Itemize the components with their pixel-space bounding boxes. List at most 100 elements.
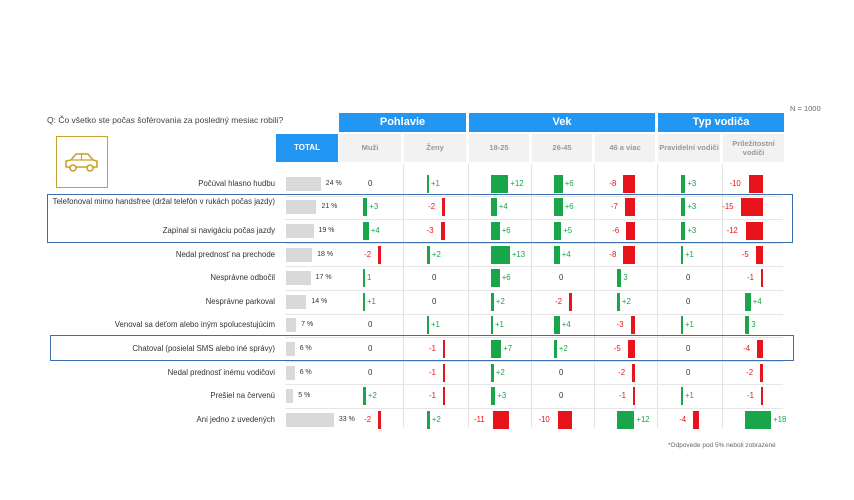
diff-value: -4	[679, 414, 687, 424]
diff-value: +1	[495, 320, 504, 330]
diff-value: +6	[501, 226, 511, 235]
row-label: Telefonoval mimo handsfree (držal telefó…	[52, 197, 275, 207]
diff-value: +1	[685, 391, 694, 401]
total-bar	[286, 224, 314, 238]
positive-diff-bar	[491, 269, 500, 288]
diff-value: -2	[555, 296, 563, 306]
column-separator	[403, 164, 404, 428]
total-bar	[286, 412, 334, 427]
row-label: Venoval sa deťom alebo iným spolucestujú…	[114, 320, 275, 330]
diff-value: 0	[559, 273, 564, 283]
negative-diff-bar	[748, 174, 763, 193]
diff-value: -2	[618, 367, 626, 377]
diff-value: -6	[612, 226, 620, 235]
total-bar	[286, 389, 293, 404]
total-value: 14 %	[311, 297, 328, 305]
column-separator	[468, 164, 469, 428]
highlight-box	[50, 335, 794, 361]
car-icon	[65, 153, 98, 172]
diff-value: -8	[609, 249, 617, 259]
row-divider	[285, 242, 783, 244]
total-value: 33 %	[338, 415, 355, 423]
positive-diff-bar	[491, 174, 509, 193]
diff-value: -1	[429, 367, 436, 377]
positive-diff-bar	[554, 198, 563, 217]
diff-value: -1	[747, 391, 754, 401]
column-separator	[722, 164, 723, 428]
total-header: TOTAL	[276, 134, 338, 162]
positive-diff-bar	[363, 387, 366, 406]
diff-value: +3	[687, 202, 697, 212]
diff-value: +2	[495, 367, 505, 377]
diff-value: +12	[636, 414, 650, 424]
diff-value: -3	[616, 320, 624, 330]
subheader-occasional-drivers: Príležitostní vodiči	[723, 134, 784, 162]
negative-diff-bar	[440, 222, 445, 240]
diff-value: 0	[686, 367, 691, 377]
diff-value: -1	[619, 391, 626, 401]
row-divider	[285, 360, 783, 362]
diff-value: +6	[501, 273, 511, 283]
diff-value: +2	[431, 414, 441, 424]
row-label: Prešiel na červenú	[210, 391, 275, 401]
diff-value: -5	[741, 249, 749, 259]
positive-diff-bar	[554, 316, 560, 335]
total-value: 5 %	[298, 392, 311, 400]
diff-value: 0	[368, 320, 373, 330]
total-bar	[286, 200, 316, 215]
positive-diff-bar	[491, 292, 494, 311]
diff-value: -8	[609, 178, 617, 188]
diff-value: 3	[751, 320, 756, 330]
diff-value: +3	[369, 202, 379, 212]
total-bar	[286, 365, 295, 380]
negative-diff-bar	[761, 269, 763, 288]
positive-diff-bar	[681, 316, 683, 335]
negative-diff-bar	[442, 198, 445, 217]
diff-value: -5	[613, 344, 621, 353]
positive-diff-bar	[745, 410, 772, 429]
diff-value: +7	[503, 344, 513, 353]
subheader-age-18-25: 18-25	[469, 134, 529, 162]
total-value: 24 %	[325, 179, 342, 187]
total-value: 18 %	[317, 250, 334, 258]
row-divider	[285, 266, 783, 268]
subheader-men: Muži	[339, 134, 401, 162]
diff-value: +3	[687, 178, 697, 188]
negative-diff-bar	[632, 363, 635, 382]
negative-diff-bar	[443, 387, 445, 406]
diff-value: 0	[368, 344, 373, 353]
diff-value: -1	[747, 273, 754, 283]
positive-diff-bar	[363, 198, 368, 217]
total-bar	[286, 176, 321, 191]
positive-diff-bar	[491, 316, 493, 335]
column-separator	[531, 164, 532, 428]
positive-diff-bar	[554, 222, 562, 240]
diff-value: +1	[431, 178, 440, 188]
subheader-age-26-45: 26-45	[532, 134, 592, 162]
positive-diff-bar	[554, 340, 557, 358]
positive-diff-bar	[491, 340, 502, 358]
diff-value: +3	[497, 391, 507, 401]
diff-value: +12	[510, 178, 524, 188]
diff-value: +5	[563, 226, 573, 235]
row-label: Nesprávne parkoval	[205, 296, 275, 306]
positive-diff-bar	[617, 292, 620, 311]
diff-value: +4	[370, 226, 380, 235]
diff-value: +2	[367, 391, 377, 401]
group-header-age: Vek	[469, 113, 655, 132]
total-value: 21 %	[321, 203, 338, 211]
row-label: Nedal prednosť na prechode	[175, 249, 275, 259]
positive-diff-bar	[427, 316, 429, 335]
diff-value: +3	[687, 226, 697, 235]
negative-diff-bar	[623, 245, 635, 264]
total-value: 6 %	[299, 368, 312, 376]
negative-diff-bar	[761, 387, 763, 406]
diff-value: +2	[495, 296, 505, 306]
row-divider	[285, 408, 783, 409]
row-label: Počúval hlasno hudbu	[198, 178, 275, 188]
positive-diff-bar	[427, 174, 429, 193]
negative-diff-bar	[623, 174, 635, 193]
diff-value: 0	[368, 178, 373, 188]
subheader-women: Ženy	[404, 134, 466, 162]
diff-value: +18	[773, 414, 787, 424]
